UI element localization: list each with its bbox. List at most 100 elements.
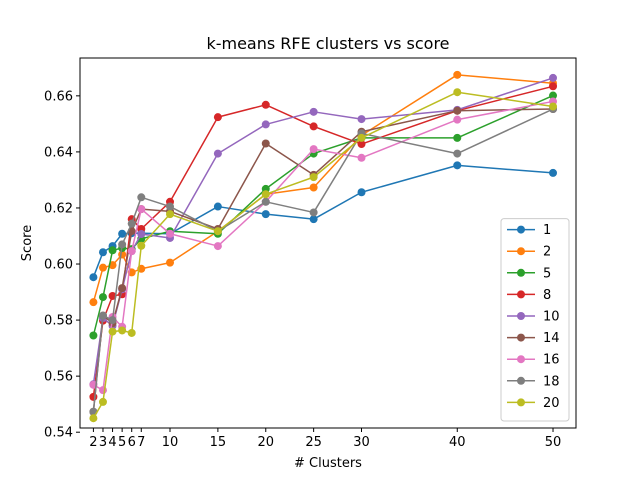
legend-item-20: 20 [507,396,560,411]
data-point [549,102,558,111]
data-point [357,133,366,142]
data-point [213,113,222,122]
data-point [549,82,558,91]
data-point [108,327,117,336]
data-point [549,168,558,177]
data-point [127,247,136,256]
data-point [98,263,107,272]
x-axis-label: # Clusters [294,456,362,471]
x-tick-label: 5 [118,435,126,450]
y-tick-label: 0.56 [44,370,73,385]
legend-label: 20 [543,396,560,411]
y-tick-label: 0.64 [44,145,73,160]
legend-item-18: 18 [507,374,560,389]
series-20 [89,88,558,423]
x-tick-label: 25 [305,435,322,450]
legend-item-1: 1 [507,223,551,238]
legend-label: 5 [543,266,551,281]
data-point [453,106,462,115]
data-point [137,205,146,214]
data-point [137,241,146,250]
data-point [89,392,98,401]
plot-area: 2 3 4 5 6 7 10 15 20 25 30 40 500.540.560.580.600.62… [44,70,561,450]
data-point [309,173,318,182]
legend: 1 2 5 8 10 14 16 18 20 [500,218,570,422]
legend-label: 10 [543,310,560,325]
y-tick-label: 0.54 [44,426,73,441]
data-point [118,326,127,335]
data-point [453,161,462,170]
data-point [127,328,136,337]
data-point [166,229,175,238]
data-point [213,242,222,251]
data-point [357,140,366,149]
data-point [118,284,127,293]
data-point [309,215,318,224]
legend-label: 2 [543,245,551,260]
data-point [309,208,318,217]
data-point [89,331,98,340]
legend-label: 18 [543,374,560,389]
data-point [98,386,107,395]
data-point [309,107,318,116]
x-tick-label: 30 [353,435,370,450]
data-point [137,230,146,239]
x-tick-label: 3 [99,435,107,450]
y-tick-label: 0.62 [44,201,73,216]
data-point [213,202,222,211]
data-point [261,197,270,206]
legend-marker [517,376,525,385]
legend-item-16: 16 [507,353,560,368]
plot-frame [79,57,577,429]
x-tick-label: 4 [108,435,116,450]
y-tick-label: 0.60 [44,258,73,273]
data-point [453,88,462,97]
data-point [261,139,270,148]
legend-item-5: 5 [507,266,551,281]
legend-item-10: 10 [507,310,560,325]
data-point [309,145,318,154]
data-point [89,273,98,282]
data-point [98,397,107,406]
data-point [127,219,136,228]
data-point [261,190,270,199]
data-point [166,202,175,211]
data-point [118,229,127,238]
legend-marker [517,225,525,234]
legend-label: 14 [543,331,560,346]
x-tick-label: 7 [137,435,145,450]
data-point [89,298,98,307]
data-point [98,248,107,257]
legend-marker [517,355,525,364]
legend-marker [517,290,525,299]
legend-marker [517,333,525,342]
x-tick-label: 6 [128,435,136,450]
legend-label: 1 [543,223,551,238]
legend-item-8: 8 [507,288,551,303]
data-point [453,149,462,158]
legend-box [500,218,570,422]
data-point [108,246,117,255]
data-point [98,293,107,302]
data-point [453,70,462,79]
legend-marker [517,312,525,320]
x-tick-label: 10 [162,435,179,450]
data-point [453,115,462,124]
legend-item-2: 2 [507,245,551,260]
x-tick-label: 2 [89,435,97,450]
data-point [108,316,117,325]
data-point [98,311,107,320]
legend-label: 16 [543,353,560,368]
legend-marker [517,247,525,256]
data-point [309,183,318,192]
data-point [453,133,462,142]
y-tick-label: 0.58 [44,314,73,329]
legend-marker [517,268,525,277]
y-axis-label: Score [20,225,35,261]
legend-label: 8 [543,288,551,303]
data-point [357,188,366,197]
data-point [357,153,366,162]
x-tick-label: 20 [257,435,274,450]
data-point [549,91,558,100]
